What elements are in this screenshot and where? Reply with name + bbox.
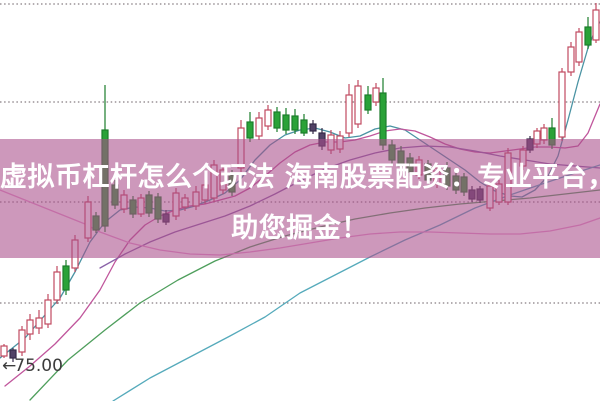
candle-down — [364, 94, 372, 111]
candle-up — [264, 109, 272, 127]
candle-up — [35, 317, 43, 329]
candle-down — [584, 26, 592, 46]
price-label-value: 75.00 — [14, 356, 63, 376]
candle-up — [26, 319, 34, 335]
candle-doji — [309, 123, 317, 132]
candle-down — [62, 265, 70, 291]
candle-down — [246, 121, 254, 139]
candle-up — [372, 87, 380, 103]
candle-up — [18, 329, 26, 353]
price-label: ←75.00 — [2, 356, 63, 376]
candle-up — [558, 71, 566, 138]
candle-down — [273, 111, 281, 129]
candle-up — [44, 299, 52, 325]
candle-up — [575, 31, 583, 63]
candle-up — [567, 46, 575, 73]
candle-up — [592, 9, 600, 41]
candle-down — [282, 114, 290, 131]
promo-text-line2: 助您掘金！ — [231, 213, 369, 244]
candle-up — [53, 271, 61, 301]
candle-down — [291, 115, 299, 131]
candle-up — [255, 117, 263, 137]
promo-text-line1: 虚拟币杠杆怎么个玩法 海南股票配资：专业平台， — [0, 162, 600, 193]
candle-down — [300, 119, 308, 134]
candle-up — [345, 94, 353, 134]
candle-down — [379, 92, 387, 146]
candle-up — [354, 85, 362, 125]
left-arrow-icon: ← — [2, 356, 16, 376]
promo-overlay: 虚拟币杠杆怎么个玩法 海南股票配资：专业平台， 助您掘金！ — [0, 139, 600, 258]
candle-doji — [9, 349, 17, 359]
candle-up — [0, 345, 8, 357]
